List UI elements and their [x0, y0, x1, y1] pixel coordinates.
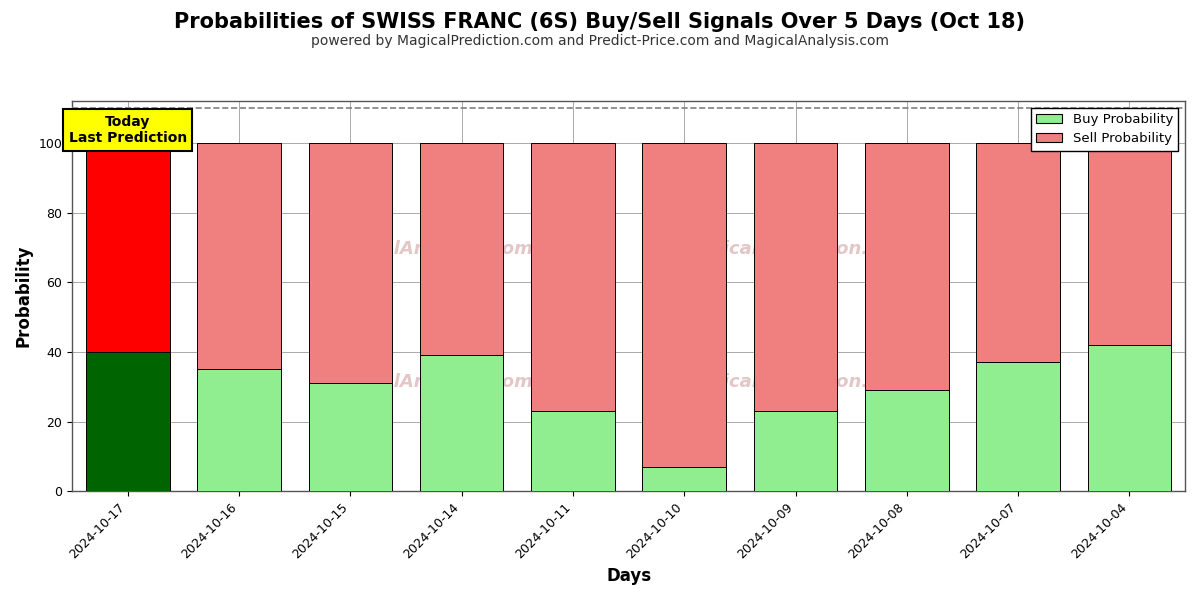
Text: powered by MagicalPrediction.com and Predict-Price.com and MagicalAnalysis.com: powered by MagicalPrediction.com and Pre… [311, 34, 889, 48]
Bar [977, 362, 1060, 491]
Bar [532, 143, 614, 411]
Bar [1087, 345, 1171, 491]
Text: MagicalAnalysis.com: MagicalAnalysis.com [323, 373, 534, 391]
Y-axis label: Probability: Probability [16, 245, 34, 347]
Bar [977, 143, 1060, 362]
Bar [642, 143, 726, 467]
Text: MagicalAnalysis.com: MagicalAnalysis.com [323, 241, 534, 259]
Bar [86, 143, 169, 352]
Bar [754, 143, 838, 411]
Bar [865, 390, 948, 491]
Bar [308, 383, 392, 491]
Text: Today
Last Prediction: Today Last Prediction [68, 115, 187, 145]
Bar [1087, 143, 1171, 345]
X-axis label: Days: Days [606, 567, 652, 585]
Text: MagicalPrediction.com: MagicalPrediction.com [680, 241, 911, 259]
Bar [420, 143, 503, 355]
Bar [197, 370, 281, 491]
Legend: Buy Probability, Sell Probability: Buy Probability, Sell Probability [1031, 107, 1178, 151]
Bar [532, 411, 614, 491]
Bar [865, 143, 948, 390]
Bar [86, 352, 169, 491]
Text: MagicalPrediction.com: MagicalPrediction.com [680, 373, 911, 391]
Bar [420, 355, 503, 491]
Bar [642, 467, 726, 491]
Bar [754, 411, 838, 491]
Text: Probabilities of SWISS FRANC (6S) Buy/Sell Signals Over 5 Days (Oct 18): Probabilities of SWISS FRANC (6S) Buy/Se… [174, 12, 1026, 32]
Bar [308, 143, 392, 383]
Bar [197, 143, 281, 370]
